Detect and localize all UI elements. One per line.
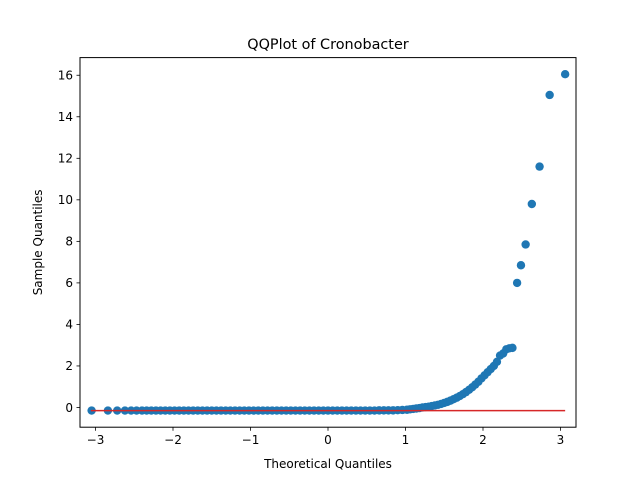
qq-point (535, 162, 544, 171)
y-tick-label: 4 (65, 318, 73, 332)
x-tick-label: −1 (242, 433, 260, 447)
x-tick-label: 3 (557, 433, 565, 447)
y-tick-label: 8 (65, 235, 73, 249)
qq-point (527, 199, 537, 209)
qq-point (545, 90, 554, 100)
x-tick-label: −2 (164, 433, 182, 447)
y-tick-label: 12 (58, 152, 73, 166)
x-tick-label: 2 (479, 433, 487, 447)
qq-point (521, 240, 530, 249)
x-tick-label: 0 (324, 433, 332, 447)
x-tick-label: 1 (402, 433, 410, 447)
y-tick-label: 6 (65, 276, 73, 290)
x-axis-label: Theoretical Quantiles (263, 457, 392, 471)
y-tick-label: 14 (58, 110, 73, 124)
y-tick-label: 10 (58, 193, 73, 207)
y-tick-label: 16 (58, 69, 73, 83)
chart-title: QQPlot of Cronobacter (247, 37, 409, 53)
qq-point (560, 70, 570, 79)
plot-frame (79, 57, 577, 428)
y-axis-label: Sample Quantiles (31, 189, 45, 295)
qq-point (508, 343, 517, 353)
qq-point (492, 357, 502, 366)
qq-point (516, 261, 526, 270)
qq-point (512, 278, 522, 288)
x-tick-label: −3 (87, 433, 105, 447)
y-tick-label: 0 (65, 401, 73, 415)
y-tick-label: 2 (65, 359, 73, 373)
